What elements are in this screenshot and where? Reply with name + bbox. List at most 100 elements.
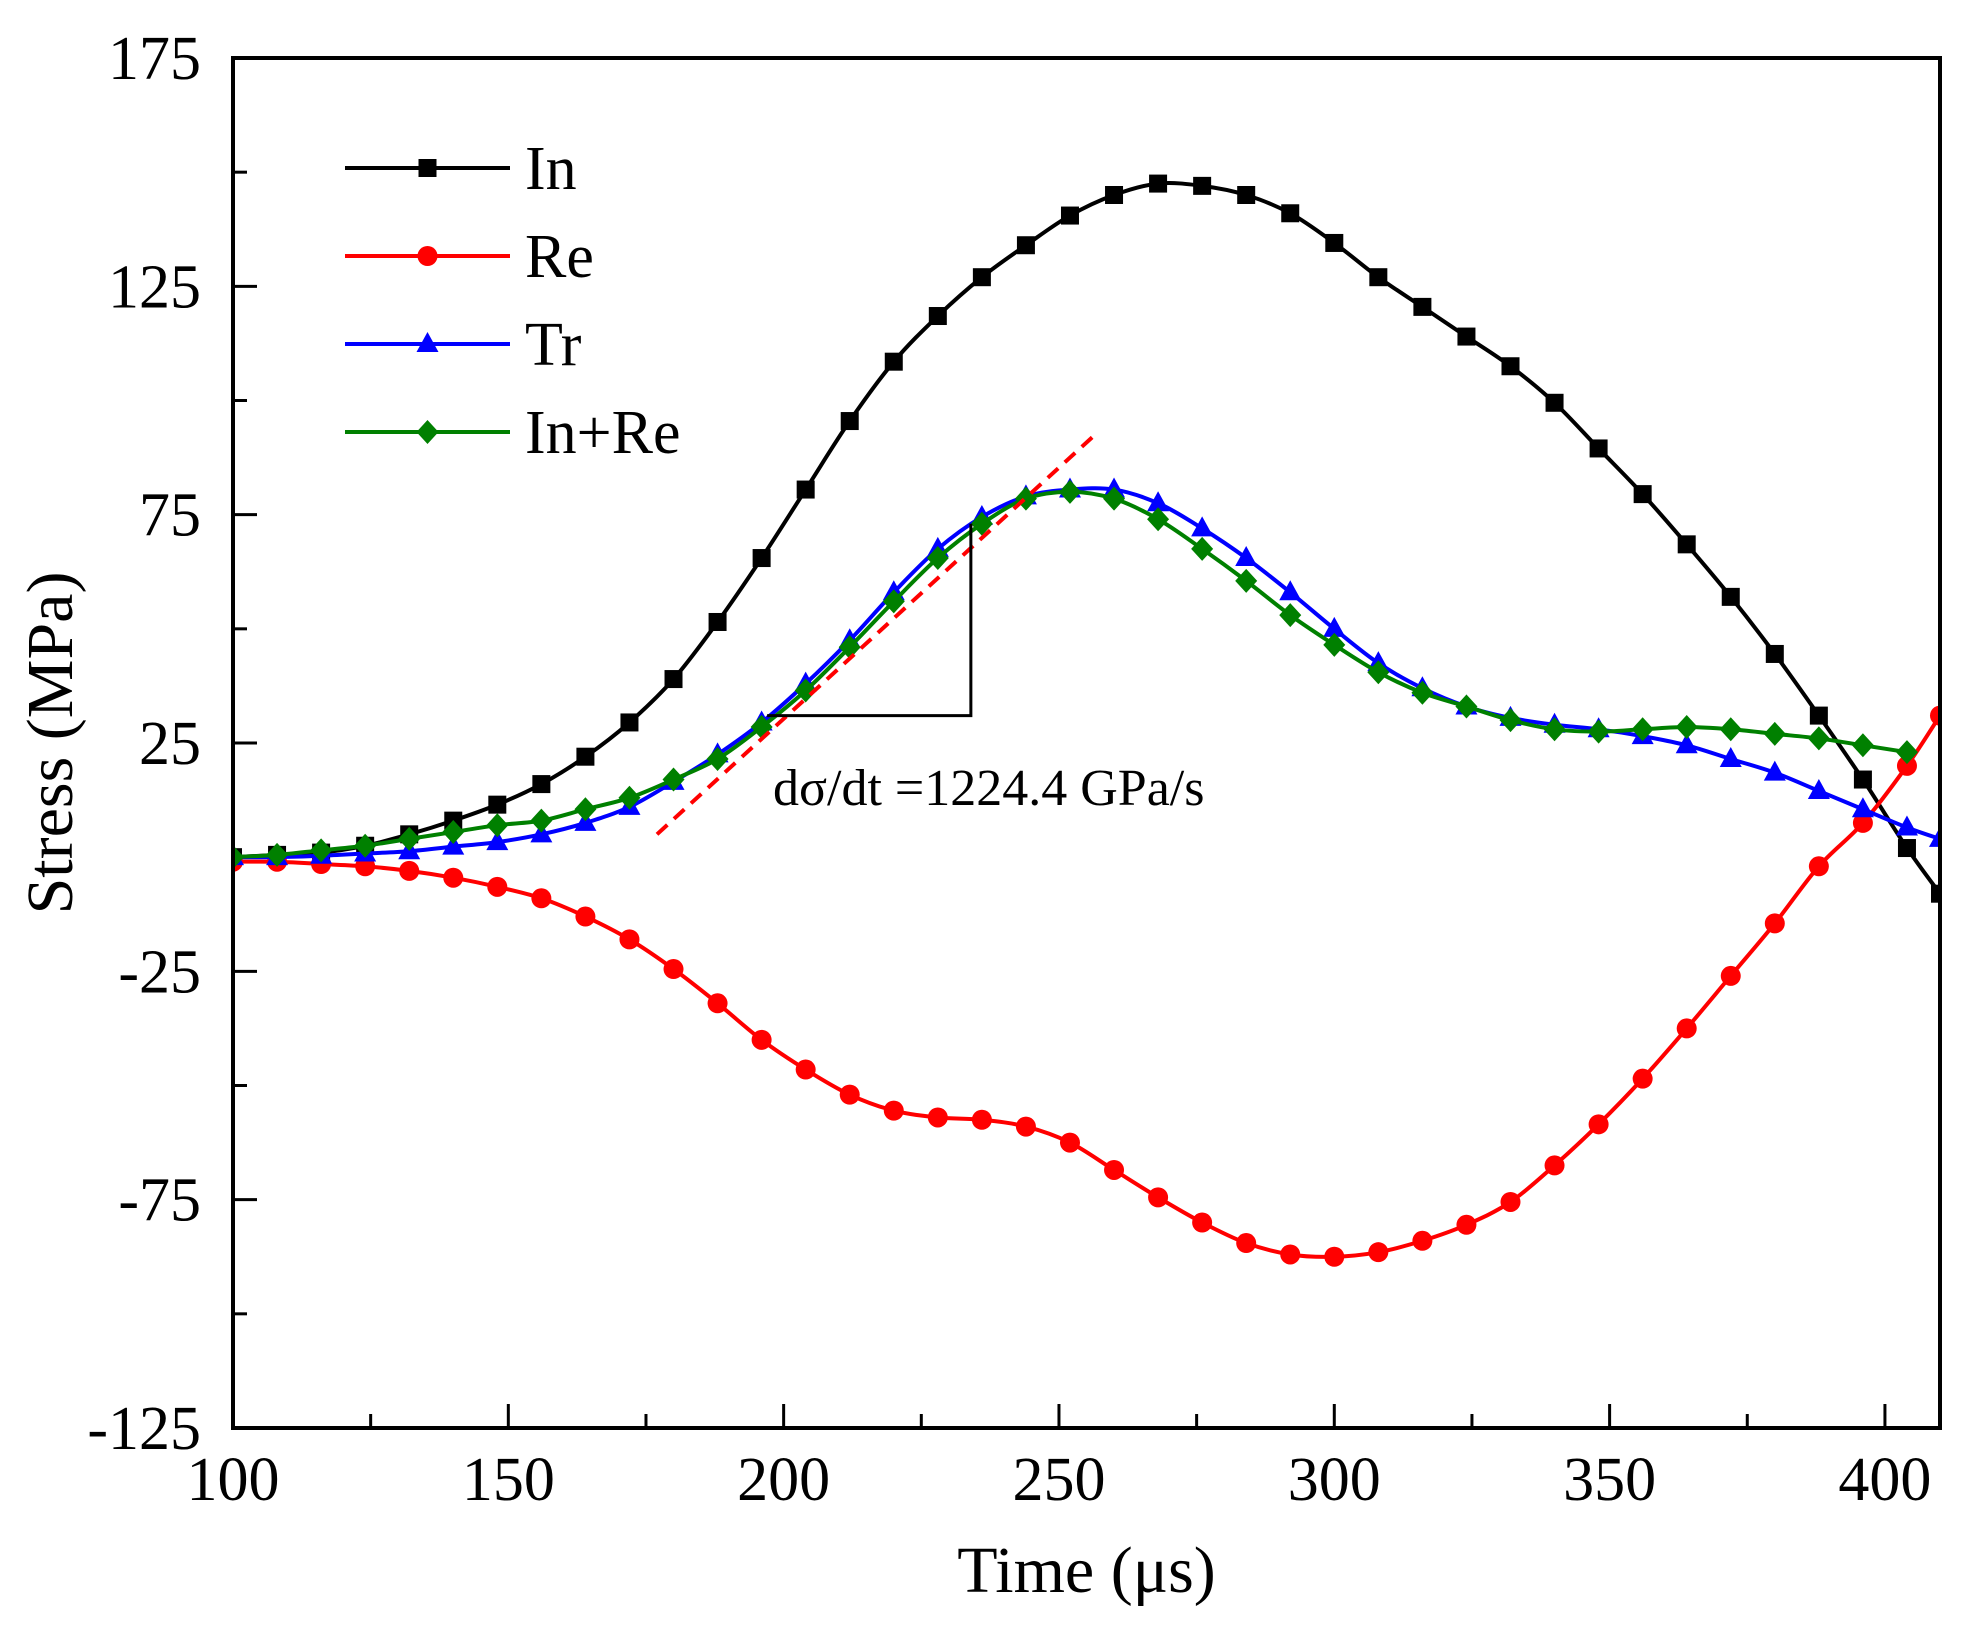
data-point xyxy=(1325,233,1344,252)
plot-frame xyxy=(231,56,1942,1430)
data-point xyxy=(1808,856,1829,877)
data-point xyxy=(662,767,685,792)
legend-marker xyxy=(418,159,437,177)
data-point xyxy=(1060,206,1079,225)
data-point xyxy=(354,833,377,858)
data-point xyxy=(1323,616,1346,637)
data-point xyxy=(1897,839,1916,858)
legend-item: In+Re xyxy=(345,399,680,467)
y-tick-label: 125 xyxy=(108,253,201,321)
data-point xyxy=(751,1029,772,1050)
data-point xyxy=(708,612,727,631)
data-point xyxy=(530,808,553,833)
data-point xyxy=(752,549,771,568)
data-point xyxy=(1412,1230,1433,1251)
data-point xyxy=(1149,174,1168,193)
data-point xyxy=(488,795,507,814)
data-point xyxy=(1499,708,1522,733)
data-point xyxy=(1501,357,1520,376)
series-in xyxy=(233,174,1940,903)
data-point xyxy=(1807,726,1830,751)
data-point xyxy=(1633,485,1652,504)
x-tick-label: 150 xyxy=(462,1446,555,1514)
y-tick-label: 175 xyxy=(108,25,201,93)
data-point xyxy=(1192,1212,1213,1233)
data-point xyxy=(1807,778,1830,799)
data-point xyxy=(1411,680,1434,705)
data-point xyxy=(838,635,861,660)
data-point xyxy=(1103,486,1126,511)
data-point xyxy=(1279,603,1302,628)
data-point xyxy=(1675,733,1698,754)
data-point xyxy=(884,352,903,371)
data-point xyxy=(531,888,552,909)
data-point xyxy=(840,412,859,431)
data-point xyxy=(1456,1214,1477,1235)
legend-item: Re xyxy=(345,223,594,291)
data-point xyxy=(442,834,465,855)
data-point xyxy=(927,1107,948,1128)
legend-marker xyxy=(416,332,439,352)
data-point xyxy=(266,842,289,867)
data-point xyxy=(1764,913,1785,934)
x-tick-label: 200 xyxy=(737,1446,830,1514)
legend-label: In+Re xyxy=(525,399,680,467)
y-tick-label: -125 xyxy=(87,1395,201,1463)
data-point xyxy=(1015,1116,1036,1137)
data-point xyxy=(487,876,508,897)
data-point xyxy=(795,1059,816,1080)
legend-label: Re xyxy=(525,223,594,291)
data-point xyxy=(398,826,421,851)
data-point xyxy=(619,929,640,950)
data-point xyxy=(1105,186,1124,204)
x-tick-label: 400 xyxy=(1838,1446,1931,1514)
tangent-line xyxy=(655,430,1099,836)
x-axis-title: Time (μs) xyxy=(957,1534,1216,1607)
x-tick-label: 100 xyxy=(187,1446,280,1514)
data-point xyxy=(1368,1242,1389,1263)
data-point xyxy=(1455,694,1478,719)
series-re xyxy=(233,705,1940,1267)
data-point xyxy=(620,713,639,732)
data-point xyxy=(1147,491,1170,512)
data-point xyxy=(233,845,244,870)
data-point xyxy=(1413,297,1432,316)
data-point xyxy=(1631,717,1654,742)
data-point xyxy=(486,813,509,838)
data-point xyxy=(1235,568,1258,593)
data-point xyxy=(1589,439,1608,458)
legend: In Re Tr In+Re xyxy=(345,135,680,467)
data-point xyxy=(1236,1233,1257,1254)
data-point xyxy=(1895,815,1918,836)
data-point xyxy=(928,307,947,326)
data-point xyxy=(1676,1018,1697,1039)
data-point xyxy=(1675,715,1698,740)
data-point xyxy=(971,1109,992,1130)
legend-item: In xyxy=(345,135,577,203)
data-point xyxy=(1720,965,1741,986)
data-point xyxy=(1851,797,1874,818)
data-point xyxy=(443,867,464,888)
data-point xyxy=(1059,1132,1080,1153)
data-point xyxy=(926,546,949,571)
data-point xyxy=(1895,740,1918,765)
data-point xyxy=(1632,1068,1653,1089)
data-point xyxy=(1281,204,1300,223)
data-point xyxy=(1930,705,1940,726)
x-tick-label: 350 xyxy=(1563,1446,1656,1514)
data-point xyxy=(839,1084,860,1105)
data-point xyxy=(1280,1244,1301,1265)
data-point xyxy=(1896,755,1917,776)
data-point xyxy=(574,797,597,822)
y-tick-label: 75 xyxy=(139,482,201,550)
legend-item: Tr xyxy=(345,311,582,379)
data-point xyxy=(1719,746,1742,767)
legend-marker xyxy=(417,246,438,266)
slope-triangle xyxy=(767,523,973,718)
data-point xyxy=(1719,717,1742,742)
data-point xyxy=(1323,632,1346,657)
data-point xyxy=(1237,186,1256,204)
data-point xyxy=(1765,644,1784,663)
x-tick-label: 300 xyxy=(1288,1446,1381,1514)
series-layer xyxy=(233,174,1940,1267)
